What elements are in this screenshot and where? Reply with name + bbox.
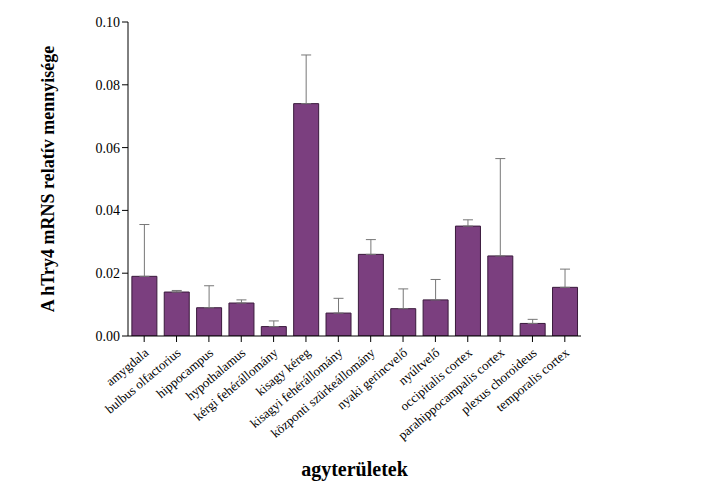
svg-text:0.00: 0.00 bbox=[96, 329, 121, 344]
svg-text:hippocampus: hippocampus bbox=[153, 344, 216, 401]
svg-text:agyterületek: agyterületek bbox=[301, 458, 409, 481]
svg-text:A hTry4 mRNS relatív mennyiség: A hTry4 mRNS relatív mennyisége bbox=[38, 46, 58, 312]
svg-text:bulbus olfactorius: bulbus olfactorius bbox=[102, 344, 184, 417]
svg-text:occipitalis cortex: occipitalis cortex bbox=[396, 344, 475, 414]
svg-text:hypothalamus: hypothalamus bbox=[182, 344, 249, 404]
svg-text:temporalis cortex: temporalis cortex bbox=[493, 345, 572, 415]
svg-text:0.10: 0.10 bbox=[96, 15, 121, 30]
svg-text:kisagyi fehérállomány: kisagyi fehérállomány bbox=[247, 344, 346, 431]
svg-text:0.06: 0.06 bbox=[96, 141, 121, 156]
svg-text:kisagy kéreg: kisagy kéreg bbox=[252, 344, 313, 399]
svg-text:amygdala: amygdala bbox=[102, 344, 152, 389]
svg-text:0.02: 0.02 bbox=[96, 266, 121, 281]
svg-text:parahippocampalis cortex: parahippocampalis cortex bbox=[394, 344, 508, 443]
svg-text:plexus choroideus: plexus choroideus bbox=[457, 344, 540, 417]
svg-text:0.08: 0.08 bbox=[96, 78, 121, 93]
svg-text:központi szürkeállomány: központi szürkeállomány bbox=[267, 344, 378, 441]
svg-text:nyúltvelő: nyúltvelő bbox=[395, 344, 443, 388]
svg-text:kérgi fehérállomány: kérgi fehérállomány bbox=[190, 344, 281, 424]
svg-text:nyaki gerincvelő: nyaki gerincvelő bbox=[333, 344, 411, 413]
svg-text:0.04: 0.04 bbox=[96, 203, 121, 218]
